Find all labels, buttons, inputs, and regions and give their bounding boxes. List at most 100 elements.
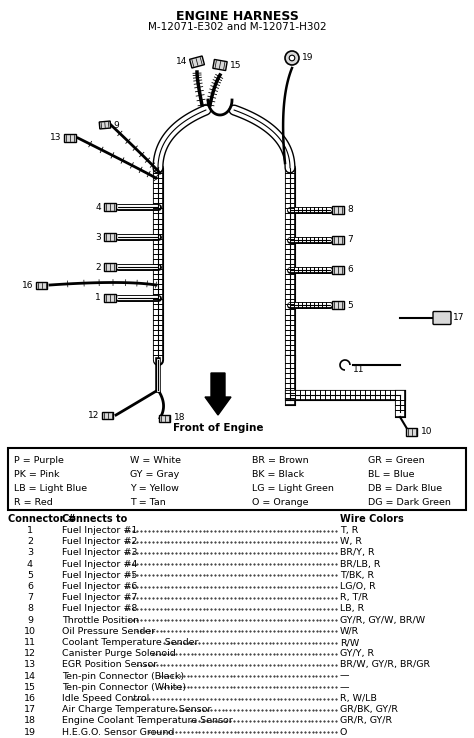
Text: 10: 10 [420, 427, 432, 436]
Text: 5: 5 [27, 570, 33, 580]
Text: 16: 16 [22, 280, 34, 289]
Text: Ten-pin Connector (White): Ten-pin Connector (White) [62, 683, 186, 692]
Text: 7: 7 [347, 235, 353, 244]
Text: Fuel Injector #6: Fuel Injector #6 [62, 582, 137, 591]
Bar [8, 448, 466, 510]
Text: 4: 4 [95, 202, 101, 212]
Text: BR/LB, R: BR/LB, R [340, 559, 381, 568]
Text: 18: 18 [173, 413, 185, 422]
Text: GY = Gray: GY = Gray [130, 470, 179, 479]
FancyBboxPatch shape [104, 203, 116, 211]
Text: BR/Y, R: BR/Y, R [340, 548, 374, 557]
Text: Fuel Injector #4: Fuel Injector #4 [62, 559, 137, 568]
Text: Canister Purge Solenoid: Canister Purge Solenoid [62, 649, 176, 658]
Text: 4: 4 [27, 559, 33, 568]
Text: 12: 12 [24, 649, 36, 658]
Text: GY/Y, R: GY/Y, R [340, 649, 374, 658]
Circle shape [289, 55, 295, 61]
Text: Y = Yellow: Y = Yellow [130, 484, 179, 493]
FancyBboxPatch shape [332, 206, 344, 214]
Text: LG = Light Green: LG = Light Green [252, 484, 334, 493]
Text: 13: 13 [49, 134, 61, 142]
Text: Fuel Injector #7: Fuel Injector #7 [62, 593, 137, 602]
Text: Front of Engine: Front of Engine [173, 423, 263, 433]
Text: DB = Dark Blue: DB = Dark Blue [368, 484, 442, 493]
FancyBboxPatch shape [99, 121, 111, 129]
Text: 9: 9 [27, 615, 33, 624]
Text: 15: 15 [229, 61, 241, 69]
Text: 11: 11 [24, 638, 36, 647]
Text: ENGINE HARNESS: ENGINE HARNESS [175, 10, 299, 23]
Text: DG = Dark Green: DG = Dark Green [368, 498, 451, 507]
Text: Throttle Position: Throttle Position [62, 615, 139, 624]
Text: 11: 11 [353, 365, 365, 373]
FancyBboxPatch shape [102, 412, 113, 418]
Text: P = Purple: P = Purple [14, 456, 64, 465]
FancyBboxPatch shape [36, 281, 47, 289]
FancyBboxPatch shape [64, 134, 76, 142]
Text: 2: 2 [27, 537, 33, 546]
Text: Fuel Injector #8: Fuel Injector #8 [62, 604, 137, 613]
Text: 6: 6 [347, 266, 353, 275]
Text: Fuel Injector #2: Fuel Injector #2 [62, 537, 137, 546]
Text: R, W/LB: R, W/LB [340, 694, 377, 703]
Text: BR = Brown: BR = Brown [252, 456, 309, 465]
FancyBboxPatch shape [159, 415, 171, 421]
Text: 5: 5 [347, 300, 353, 309]
Text: M-12071-E302 and M-12071-H302: M-12071-E302 and M-12071-H302 [148, 22, 326, 32]
FancyBboxPatch shape [332, 236, 344, 244]
FancyBboxPatch shape [104, 263, 116, 271]
Text: 17: 17 [453, 314, 465, 323]
FancyBboxPatch shape [433, 311, 451, 325]
Text: 19: 19 [24, 728, 36, 737]
Text: LB = Light Blue: LB = Light Blue [14, 484, 87, 493]
Text: GR/BK, GY/R: GR/BK, GY/R [340, 706, 398, 714]
Text: Wire Colors: Wire Colors [340, 514, 404, 524]
Text: T/BK, R: T/BK, R [340, 570, 374, 580]
Text: W/R: W/R [340, 627, 359, 636]
Text: —: — [340, 683, 349, 692]
Text: 18: 18 [24, 717, 36, 725]
Text: Oil Pressure Sender: Oil Pressure Sender [62, 627, 155, 636]
Text: O: O [340, 728, 347, 737]
Text: T = Tan: T = Tan [130, 498, 166, 507]
Text: BR/W, GY/R, BR/GR: BR/W, GY/R, BR/GR [340, 661, 430, 669]
Text: GR = Green: GR = Green [368, 456, 425, 465]
Text: 19: 19 [302, 53, 313, 63]
Text: BL = Blue: BL = Blue [368, 470, 414, 479]
Text: Air Charge Temperature Sensor: Air Charge Temperature Sensor [62, 706, 211, 714]
Text: 2: 2 [95, 263, 101, 272]
Text: H.E.G.O. Sensor Ground: H.E.G.O. Sensor Ground [62, 728, 174, 737]
FancyBboxPatch shape [190, 56, 204, 68]
Text: GY/R, GY/W, BR/W: GY/R, GY/W, BR/W [340, 615, 425, 624]
Text: T, R: T, R [340, 526, 358, 535]
Text: 7: 7 [27, 593, 33, 602]
Text: 9: 9 [113, 120, 119, 129]
Text: Connector #: Connector # [8, 514, 76, 524]
Text: R = Red: R = Red [14, 498, 53, 507]
Text: 15: 15 [24, 683, 36, 692]
Text: 3: 3 [27, 548, 33, 557]
FancyBboxPatch shape [104, 294, 116, 302]
Text: R, T/R: R, T/R [340, 593, 368, 602]
Text: W, R: W, R [340, 537, 362, 546]
Text: PK = Pink: PK = Pink [14, 470, 60, 479]
Text: 8: 8 [347, 205, 353, 215]
Text: 1: 1 [95, 294, 101, 303]
Circle shape [285, 51, 299, 65]
Text: Ten-pin Connector (Black): Ten-pin Connector (Black) [62, 672, 184, 680]
Text: 17: 17 [24, 706, 36, 714]
Text: EGR Position Sensor: EGR Position Sensor [62, 661, 157, 669]
Text: Fuel Injector #3: Fuel Injector #3 [62, 548, 137, 557]
Text: 8: 8 [27, 604, 33, 613]
Text: 13: 13 [24, 661, 36, 669]
Text: Fuel Injector #5: Fuel Injector #5 [62, 570, 137, 580]
Text: —: — [340, 672, 349, 680]
Text: 14: 14 [176, 58, 188, 66]
FancyBboxPatch shape [213, 60, 227, 71]
FancyBboxPatch shape [104, 233, 116, 241]
Text: Engine Coolant Temperature Sensor: Engine Coolant Temperature Sensor [62, 717, 233, 725]
Text: 3: 3 [95, 232, 101, 241]
Text: Connects to: Connects to [62, 514, 127, 524]
Text: 12: 12 [88, 410, 100, 419]
